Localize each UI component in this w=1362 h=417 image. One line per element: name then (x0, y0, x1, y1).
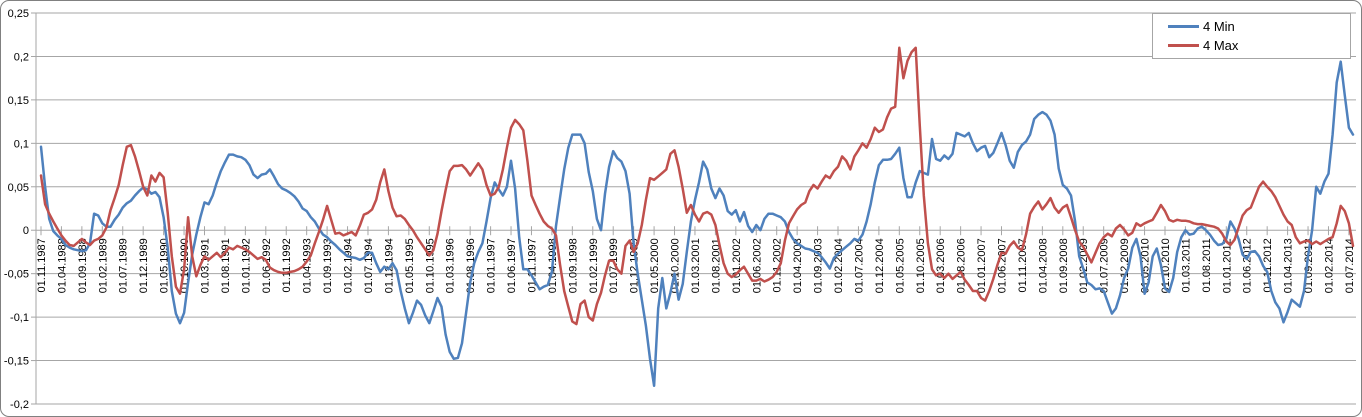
y-axis-label: 0 (23, 225, 29, 237)
y-axis-label: -0,2 (10, 399, 29, 411)
x-axis-label: 01.10.2005 (915, 238, 927, 293)
x-axis-label: 01.09.1988 (77, 238, 89, 293)
legend-line-swatch-max (1168, 44, 1199, 47)
legend-item-4-min[interactable]: 4 Min (1168, 20, 1350, 33)
x-axis-label: 01.11.1987 (36, 238, 48, 292)
x-axis-label: 01.11.1997 (526, 238, 538, 292)
x-axis-label: 01.03.2001 (690, 238, 702, 293)
x-axis-label: 01.03.1991 (199, 238, 211, 293)
y-axis-label: -0,05 (4, 269, 29, 281)
x-axis-label: 01.12.1989 (138, 238, 150, 293)
x-axis-label: 01.08.2006 (956, 238, 968, 293)
x-axis-label: 01.01.2007 (976, 238, 988, 293)
y-axis-label: -0,1 (10, 312, 29, 324)
x-axis-label: 01.11.2002 (772, 238, 784, 292)
x-axis-label: 01.11.2007 (1017, 238, 1029, 292)
x-axis-label: 01.06.1992 (261, 238, 273, 293)
x-axis-label: 01.02.1999 (588, 238, 600, 293)
y-axis-label: 0,1 (14, 138, 29, 150)
x-axis-label: 01.02.1994 (343, 238, 355, 293)
x-axis-label: 01.05.2000 (649, 238, 661, 293)
x-axis-label: 01.09.2003 (813, 238, 825, 293)
x-axis-label: 01.11.1992 (281, 238, 293, 292)
x-axis-label: 01.12.2004 (874, 238, 886, 293)
x-axis-label: 01.05.2005 (894, 238, 906, 293)
y-axis-label: 0,2 (14, 51, 29, 63)
x-axis-label: 01.04.2013 (1283, 238, 1295, 293)
x-axis-label: 01.02.1989 (97, 238, 109, 293)
x-axis-label: 01.09.1993 (322, 238, 334, 293)
x-axis-label: 01.01.2012 (1221, 238, 1233, 293)
x-axis-label: 01.07.1994 (363, 238, 375, 293)
x-axis-label: 01.04.2008 (1037, 238, 1049, 293)
x-axis-label: 01.07.1999 (608, 238, 620, 293)
x-axis-label: 01.08.1991 (220, 238, 232, 293)
x-axis-label: 01.04.2003 (792, 238, 804, 293)
x-axis-label: 01.07.2009 (1099, 238, 1111, 293)
x-axis-label: 01.11.2012 (1262, 238, 1274, 292)
x-axis-label: 01.01.1997 (486, 238, 498, 293)
x-axis-label: 01.03.2006 (935, 238, 947, 293)
x-axis-label: 01.06.1997 (506, 238, 518, 293)
x-axis-label: 01.07.2014 (1344, 238, 1356, 293)
x-axis-label: 01.05.1995 (404, 238, 416, 293)
x-axis-label: 01.07.1989 (118, 238, 130, 293)
x-axis-label: 01.03.2011 (1180, 238, 1192, 292)
legend-label-4-max: 4 Max (1203, 38, 1239, 53)
x-axis-label: 01.09.2008 (1058, 238, 1070, 293)
x-axis-label: 01.07.2004 (853, 238, 865, 293)
x-axis-label: 01.04.1988 (56, 238, 68, 293)
x-axis-label: 01.08.2001 (710, 238, 722, 293)
legend-label-4-min: 4 Min (1203, 19, 1235, 34)
series-line-4-min[interactable] (39, 60, 1355, 388)
x-axis-label: 01.03.1996 (445, 238, 457, 293)
x-axis-label: 01.12.2009 (1119, 238, 1131, 293)
y-axis-label: 0,05 (8, 182, 29, 194)
x-axis-label: 01.01.2002 (731, 238, 743, 293)
y-axis-label: 0,25 (8, 8, 29, 20)
x-axis-label: 01.02.2014 (1323, 238, 1335, 293)
legend-line-swatch-min (1168, 25, 1199, 28)
x-axis-label: 01.06.2012 (1242, 238, 1254, 293)
x-axis-label: 01.08.1996 (465, 238, 477, 293)
x-axis-label: 01.09.1998 (567, 238, 579, 293)
series-line-4-max[interactable] (39, 46, 1355, 326)
y-axis-label: -0,15 (4, 356, 29, 368)
legend-item-4-max[interactable]: 4 Max (1168, 39, 1350, 52)
x-axis-label: 01.06.2002 (751, 238, 763, 293)
x-axis-label: 01.08.2011 (1201, 238, 1213, 292)
legend: 4 Min 4 Max (1152, 13, 1351, 59)
x-axis-label: 01.01.1992 (240, 238, 252, 293)
x-axis-label: 01.02.2004 (833, 238, 845, 293)
y-axis-label: 0,15 (8, 95, 29, 107)
